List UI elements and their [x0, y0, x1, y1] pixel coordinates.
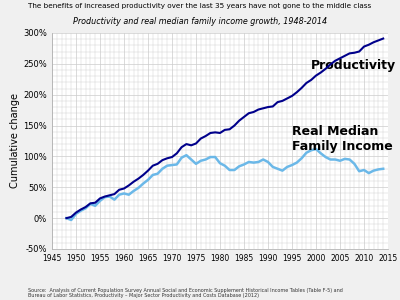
Text: Source:  Analysis of Current Population Survey Annual Social and Economic Supple: Source: Analysis of Current Population S…: [28, 288, 343, 298]
Y-axis label: Cumulative change: Cumulative change: [10, 94, 20, 188]
Text: Productivity: Productivity: [311, 59, 396, 72]
Text: Productivity and real median family income growth, 1948-2014: Productivity and real median family inco…: [73, 16, 327, 26]
Text: The benefits of increased productivity over the last 35 years have not gone to t: The benefits of increased productivity o…: [28, 3, 372, 9]
Text: Real Median
Family Income: Real Median Family Income: [292, 125, 393, 153]
